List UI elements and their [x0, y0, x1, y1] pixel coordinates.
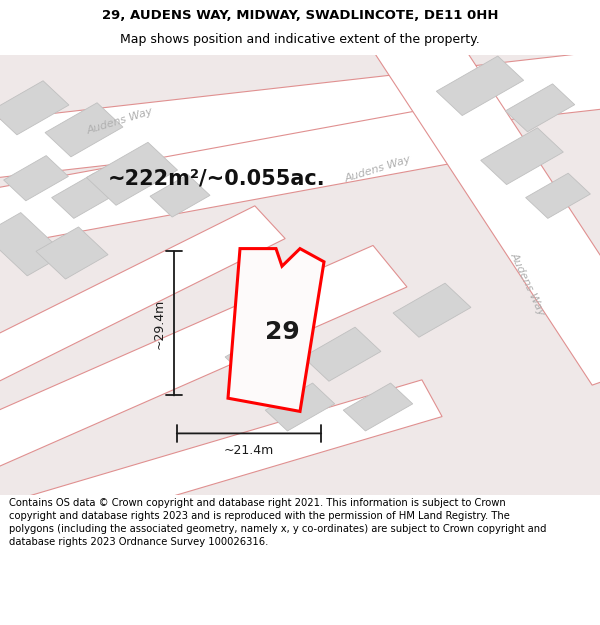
Polygon shape [526, 173, 590, 218]
Polygon shape [370, 19, 600, 385]
Polygon shape [20, 380, 442, 536]
Polygon shape [0, 246, 407, 472]
Text: Audens Way: Audens Way [86, 106, 154, 136]
Polygon shape [0, 213, 65, 276]
Text: Audens Way: Audens Way [344, 154, 412, 184]
Polygon shape [505, 84, 575, 132]
Text: ~29.4m: ~29.4m [152, 298, 166, 349]
Polygon shape [393, 283, 471, 338]
Polygon shape [36, 227, 108, 279]
Polygon shape [225, 327, 303, 381]
Polygon shape [52, 173, 116, 218]
Text: 29, AUDENS WAY, MIDWAY, SWADLINCOTE, DE11 0HH: 29, AUDENS WAY, MIDWAY, SWADLINCOTE, DE1… [102, 9, 498, 22]
Polygon shape [150, 174, 210, 217]
Polygon shape [0, 106, 460, 250]
Polygon shape [0, 55, 600, 495]
Text: Map shows position and indicative extent of the property.: Map shows position and indicative extent… [120, 33, 480, 46]
Polygon shape [228, 249, 324, 411]
Text: Contains OS data © Crown copyright and database right 2021. This information is : Contains OS data © Crown copyright and d… [9, 498, 547, 548]
Polygon shape [343, 383, 413, 431]
Polygon shape [0, 206, 285, 388]
Polygon shape [481, 127, 563, 184]
Polygon shape [0, 81, 69, 135]
Text: Audens Way: Audens Way [509, 251, 547, 317]
Polygon shape [45, 102, 123, 157]
Polygon shape [0, 49, 600, 180]
Polygon shape [265, 383, 335, 431]
Polygon shape [303, 327, 381, 381]
Text: ~222m²/~0.055ac.: ~222m²/~0.055ac. [108, 168, 326, 188]
Polygon shape [436, 56, 524, 116]
Polygon shape [86, 142, 178, 205]
Text: ~21.4m: ~21.4m [224, 444, 274, 458]
Polygon shape [4, 156, 68, 201]
Text: 29: 29 [265, 320, 299, 344]
